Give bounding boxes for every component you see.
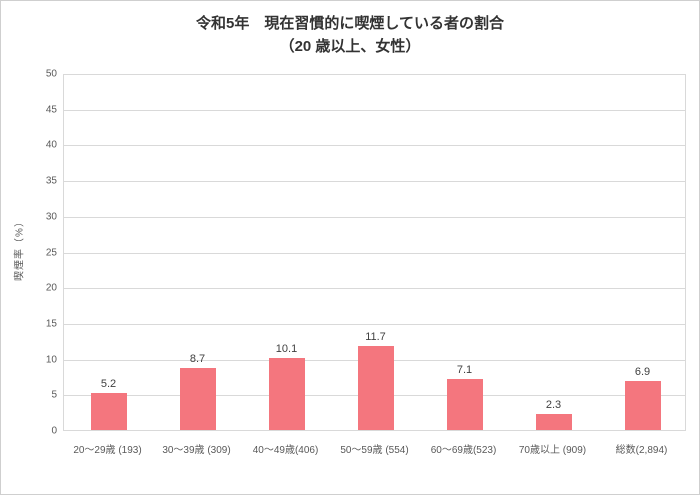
y-tick-label: 5 <box>51 389 57 401</box>
y-tick-label: 25 <box>45 247 57 258</box>
y-tick-label: 30 <box>45 211 57 223</box>
x-category-label: 40～49歳(406) <box>252 445 319 456</box>
y-tick-label: 0 <box>51 425 57 437</box>
chart-title-line2: （20 歳以上、女性） <box>279 37 421 55</box>
gridline <box>64 109 685 111</box>
bar-value-label: 8.7 <box>189 352 206 365</box>
y-tick-label: 40 <box>45 139 57 151</box>
bar <box>357 346 394 430</box>
x-category-label: 20～29歳 (193) <box>73 445 142 456</box>
x-category-label: 30～39歳 (309) <box>162 445 231 456</box>
bar-value-label: 10.1 <box>275 342 298 355</box>
y-tick-label: 50 <box>45 68 57 80</box>
bar-value-label: 6.9 <box>634 365 651 378</box>
bar <box>446 379 483 430</box>
gridline <box>64 252 685 254</box>
gridline <box>64 145 685 147</box>
bar <box>90 392 127 430</box>
bar-value-label: 11.7 <box>365 331 386 344</box>
x-category-label: 60～69歳(523) <box>430 445 497 456</box>
gridline <box>64 288 685 290</box>
y-tick-label: 20 <box>45 282 57 294</box>
x-category-label: 50～59歳 (554) <box>340 445 409 456</box>
y-tick-label: 35 <box>45 175 57 187</box>
bar <box>179 367 216 430</box>
y-tick-label: 15 <box>45 318 57 330</box>
y-tick-label: 10 <box>45 354 57 366</box>
x-category-label: 70歳以上 (909) <box>518 445 587 456</box>
bar-value-label: 5.2 <box>100 377 117 390</box>
chart-title-line1: 令和5年 現在習慣的に喫煙している者の割合 <box>196 15 504 32</box>
bar <box>624 380 661 430</box>
bar-value-label: 2.3 <box>545 398 562 411</box>
bar <box>268 357 305 430</box>
gridline <box>64 323 685 325</box>
bar-value-label: 7.1 <box>456 364 473 377</box>
gridline <box>64 181 685 183</box>
bar <box>535 413 572 430</box>
plot-area: 5.2 8.7 10.1 11.7 7.1 2.3 6.9 <box>63 74 686 431</box>
y-tick-label: 45 <box>45 104 57 116</box>
gridline <box>64 216 685 218</box>
x-category-label: 総数(2,894) <box>615 445 668 456</box>
chart-title: 令和5年 現在習慣的に喫煙している者の割合 （20 歳以上、女性） <box>1 13 699 58</box>
